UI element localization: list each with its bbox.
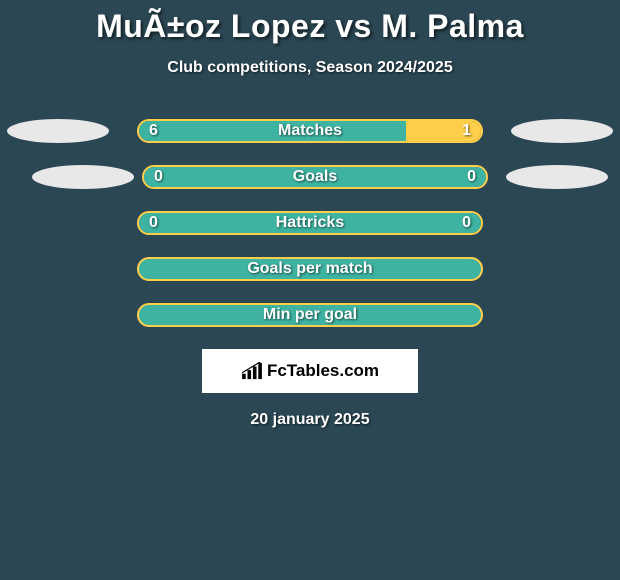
- stat-bar-goals-per-match: Goals per match: [137, 257, 483, 281]
- stat-left-value: 0: [154, 168, 163, 186]
- player-right-marker: [511, 119, 613, 143]
- bar-chart-icon: [241, 362, 263, 380]
- brand-text: FcTables.com: [267, 361, 379, 381]
- stat-left-value: 0: [149, 214, 158, 232]
- page-subtitle: Club competitions, Season 2024/2025: [0, 59, 620, 77]
- stat-label: Min per goal: [263, 306, 357, 324]
- stat-bar-hattricks: 0 0 Hattricks: [137, 211, 483, 235]
- stat-left-value: 6: [149, 122, 158, 140]
- stat-label: Goals per match: [247, 260, 372, 278]
- page-title: MuÃ±oz Lopez vs M. Palma: [0, 8, 620, 45]
- stat-row-hattricks: 0 0 Hattricks: [0, 211, 620, 235]
- footer-date: 20 january 2025: [0, 411, 620, 429]
- stat-bar-goals: 0 0 Goals: [142, 165, 488, 189]
- player-left-marker: [7, 119, 109, 143]
- stat-bar-matches: 6 1 Matches: [137, 119, 483, 143]
- brand-box[interactable]: FcTables.com: [202, 349, 418, 393]
- stat-bar-left-seg: 0: [139, 213, 310, 233]
- player-left-marker: [32, 165, 134, 189]
- stat-bar-right-seg: 1: [406, 121, 481, 141]
- stat-row-goals-per-match: Goals per match: [0, 257, 620, 281]
- stat-row-matches: 6 1 Matches: [0, 119, 620, 143]
- stat-bar-right-seg: 0: [315, 167, 486, 187]
- stat-bar-left-seg: 0: [144, 167, 315, 187]
- stat-row-goals: 0 0 Goals: [0, 165, 620, 189]
- stat-right-value: 1: [462, 122, 471, 140]
- stat-right-value: 0: [462, 214, 471, 232]
- stat-bar-min-per-goal: Min per goal: [137, 303, 483, 327]
- main-container: MuÃ±oz Lopez vs M. Palma Club competitio…: [0, 0, 620, 429]
- stat-bar-right-seg: 0: [310, 213, 481, 233]
- stat-bar-left-seg: 6: [139, 121, 406, 141]
- stat-right-value: 0: [467, 168, 476, 186]
- stat-row-min-per-goal: Min per goal: [0, 303, 620, 327]
- player-right-marker: [506, 165, 608, 189]
